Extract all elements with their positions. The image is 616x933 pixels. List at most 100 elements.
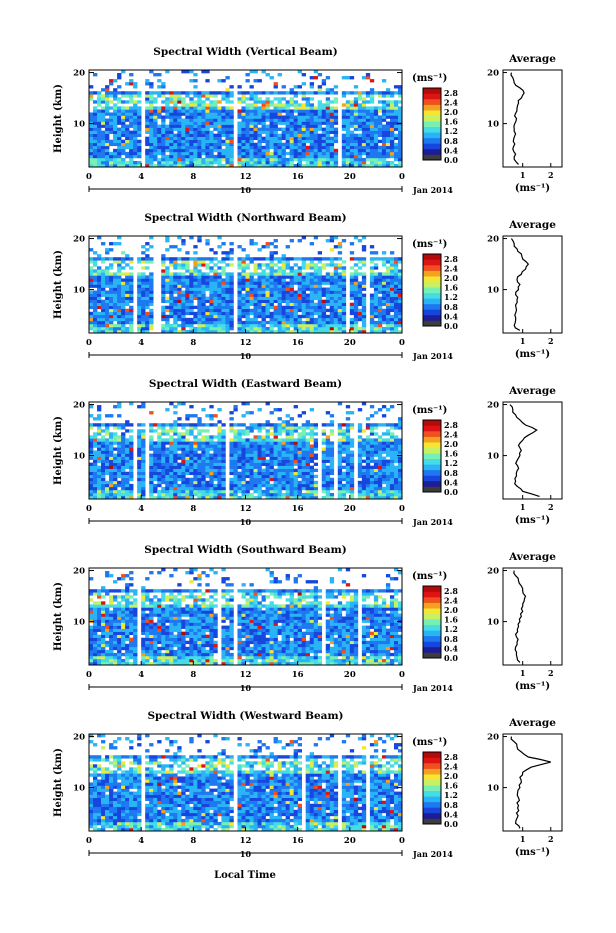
panel-title: Spectral Width (Northward Beam) (144, 212, 346, 224)
heatmap-2 (89, 236, 402, 333)
profile-y-tick-label: 20 (487, 567, 499, 577)
colorbar-tick-label: 0.4 (444, 477, 458, 487)
x-axis-label: Local Time (214, 870, 276, 881)
profile-frame (503, 70, 562, 167)
profile-y-tick-label: 10 (487, 286, 499, 296)
panel-title: Spectral Width (Vertical Beam) (153, 46, 337, 58)
colorbar-swatch (423, 431, 441, 437)
colorbar-swatch (423, 630, 441, 636)
colorbar-tick-label: 2.0 (444, 273, 458, 283)
colorbar-swatch (423, 94, 441, 100)
colorbar-swatch (423, 287, 441, 293)
heatmap-3 (89, 402, 402, 499)
x-tick-label: 0 (86, 172, 92, 182)
colorbar-swatch (423, 807, 441, 813)
colorbar-swatch (423, 138, 441, 144)
colorbar-swatch (423, 105, 441, 111)
colorbar-tick-label: 1.2 (444, 458, 458, 468)
colorbar-swatch (423, 448, 441, 454)
colorbar-swatch (423, 486, 441, 492)
colorbar-swatch (423, 298, 441, 304)
colorbar-swatch (423, 442, 441, 448)
colorbar-swatch (423, 254, 441, 260)
colorbar-tick-label: 0.4 (444, 643, 458, 653)
profile-y-tick-label: 10 (487, 784, 499, 794)
colorbar-tick-label: 2.8 (444, 586, 458, 596)
profile-x-axis-label: (ms⁻¹) (515, 681, 550, 692)
colorbar-swatch (423, 276, 441, 282)
panel-title: Spectral Width (Southward Beam) (144, 544, 346, 556)
colorbar-tick-label: 0.8 (444, 634, 458, 644)
colorbar-swatch (423, 464, 441, 470)
profile-title: Average (508, 717, 556, 729)
y-axis-label: Height (km) (53, 84, 64, 153)
colorbar-tick-label: 2.8 (444, 420, 458, 430)
profile-x-tick-label: 2 (548, 336, 554, 346)
profile-x-axis-label: (ms⁻¹) (515, 349, 550, 360)
colorbar-tick-label: 0.4 (444, 145, 458, 155)
colorbar-tick-label: 2.0 (444, 439, 458, 449)
profile-y-tick-label: 10 (487, 452, 499, 462)
profile-title: Average (508, 551, 556, 563)
y-tick-label: 10 (73, 618, 85, 628)
day-label: 10 (240, 849, 252, 859)
colorbar-tick-label: 2.8 (444, 88, 458, 98)
colorbar-swatch (423, 813, 441, 819)
x-tick-label: 16 (292, 504, 304, 514)
x-tick-label: 16 (292, 338, 304, 348)
profile-x-axis-label: (ms⁻¹) (515, 515, 550, 526)
colorbar-swatch (423, 603, 441, 609)
colorbar-tick-label: 0.0 (444, 155, 458, 165)
colorbar-swatch (423, 116, 441, 122)
colorbar-tick-label: 2.0 (444, 771, 458, 781)
x-tick-label: 20 (344, 172, 356, 182)
colorbar-tick-label: 0.8 (444, 468, 458, 478)
colorbar-unit: (ms⁻¹) (412, 737, 447, 748)
colorbar-tick-label: 2.8 (444, 752, 458, 762)
colorbar-swatch (423, 132, 441, 138)
profile-title: Average (508, 53, 556, 65)
profile-x-tick-label: 1 (520, 170, 526, 180)
y-tick-label: 10 (73, 784, 85, 794)
colorbar-swatch (423, 481, 441, 487)
colorbar-tick-label: 2.0 (444, 107, 458, 117)
colorbar-swatch (423, 647, 441, 653)
y-axis-label: Height (km) (53, 748, 64, 817)
colorbar-swatch (423, 763, 441, 769)
y-tick-label: 10 (73, 120, 85, 130)
profile-line (511, 239, 528, 331)
colorbar-swatch (423, 121, 441, 127)
colorbar-swatch (423, 636, 441, 642)
colorbar-swatch (423, 625, 441, 631)
colorbar-swatch (423, 769, 441, 775)
colorbar-tick-label: 1.6 (444, 449, 458, 459)
panel-title: Spectral Width (Eastward Beam) (149, 378, 342, 390)
colorbar-swatch (423, 426, 441, 432)
colorbar-unit: (ms⁻¹) (412, 73, 447, 84)
colorbar-swatch (423, 752, 441, 758)
x-tick-label: 0 (399, 670, 405, 680)
day-label: 10 (240, 683, 252, 693)
y-tick-label: 20 (73, 401, 85, 411)
colorbar-tick-label: 0.0 (444, 819, 458, 829)
colorbar-swatch (423, 271, 441, 277)
day-label: 10 (240, 185, 252, 195)
y-tick-label: 20 (73, 733, 85, 743)
colorbar-tick-label: 1.6 (444, 615, 458, 625)
colorbar-tick-label: 0.4 (444, 809, 458, 819)
profile-x-tick-label: 1 (520, 668, 526, 678)
x-tick-label: 16 (292, 670, 304, 680)
colorbar-swatch (423, 614, 441, 620)
colorbar-swatch (423, 437, 441, 443)
colorbar-swatch (423, 88, 441, 94)
colorbar-swatch (423, 641, 441, 647)
heatmap-4 (89, 568, 402, 665)
colorbar-tick-label: 0.8 (444, 302, 458, 312)
colorbar-unit: (ms⁻¹) (412, 405, 447, 416)
colorbar-tick-label: 1.2 (444, 790, 458, 800)
heatmap-1 (89, 70, 402, 167)
colorbar-tick-label: 2.8 (444, 254, 458, 264)
y-tick-label: 20 (73, 567, 85, 577)
colorbar-tick-label: 0.0 (444, 321, 458, 331)
y-tick-label: 10 (73, 452, 85, 462)
